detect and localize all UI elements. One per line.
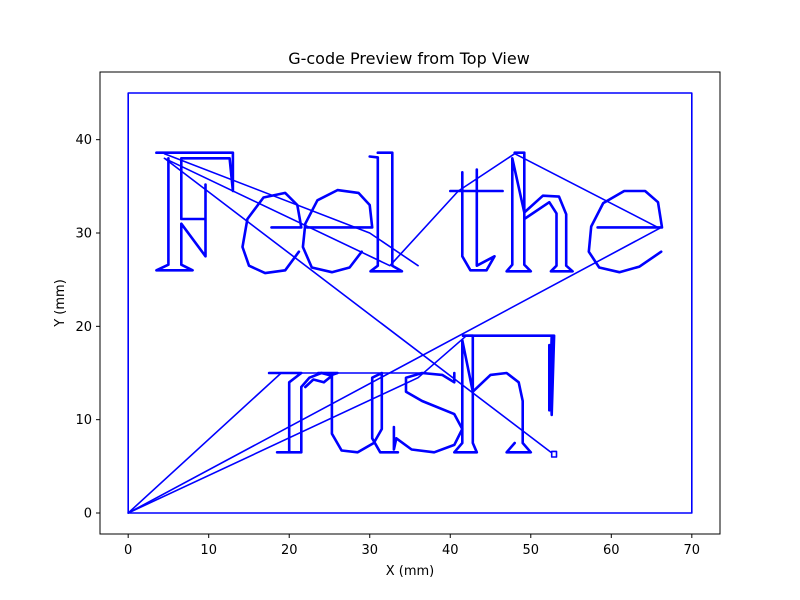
series-letter-t	[448, 168, 504, 272]
x-tick-label: 70	[684, 543, 701, 558]
y-axis-title: Y (mm)	[53, 279, 68, 328]
series-letter-s	[392, 371, 464, 454]
series-letter-e1	[241, 191, 303, 275]
x-axis-title: X (mm)	[386, 564, 435, 579]
plot-frame	[99, 71, 721, 535]
series-letter-h2	[452, 334, 533, 454]
series-letter-l	[368, 151, 404, 273]
series-letter-u	[316, 371, 400, 454]
y-tick-label: 40	[75, 133, 92, 148]
y-tick-label: 30	[75, 227, 92, 242]
y-tick-label: 0	[84, 507, 92, 522]
series-letter-F	[155, 151, 235, 272]
series-letter-excl	[461, 334, 556, 417]
series-layer	[127, 92, 693, 514]
x-tick-label: 0	[124, 543, 132, 558]
series-letter-h	[505, 151, 574, 273]
series-border	[127, 92, 693, 514]
series-travel-2	[127, 334, 468, 514]
x-tick-label: 30	[361, 543, 378, 558]
y-tick-label: 10	[75, 413, 92, 428]
x-tick-label: 50	[523, 543, 540, 558]
x-axis: 0 10 20 30 40 50 60 70	[124, 534, 700, 558]
x-tick-label: 40	[442, 543, 459, 558]
y-axis: 0 10 20 30 40	[75, 133, 100, 522]
x-tick-label: 10	[200, 543, 217, 558]
series-letter-e2	[301, 188, 374, 274]
x-tick-label: 60	[603, 543, 620, 558]
chart-title: G-code Preview from Top View	[288, 49, 530, 68]
series-letter-r	[267, 371, 334, 454]
x-tick-label: 20	[281, 543, 298, 558]
y-tick-label: 20	[75, 320, 92, 335]
series-excl-dot	[550, 450, 558, 458]
series-letter-e3	[587, 189, 664, 274]
plot-area	[100, 72, 720, 534]
